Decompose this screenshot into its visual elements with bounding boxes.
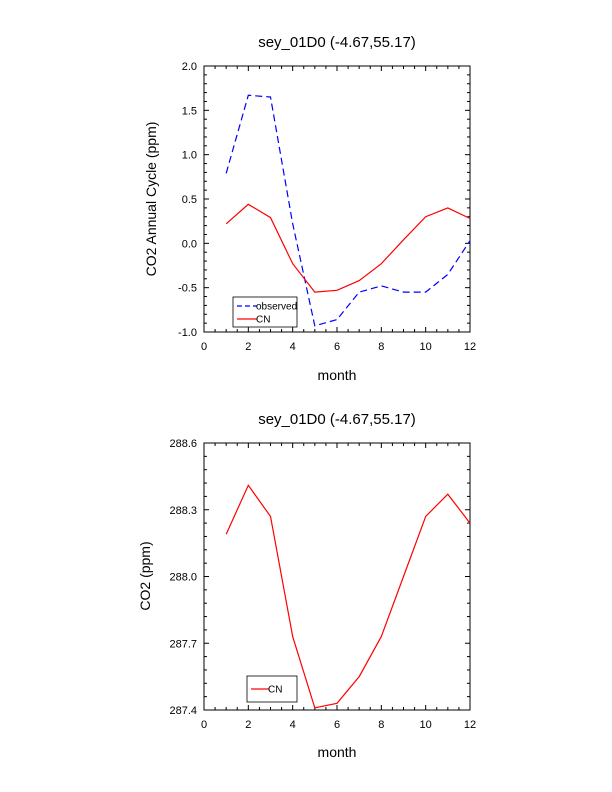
x-axis-label: month [318, 367, 357, 383]
y-tick-label: 2.0 [182, 61, 197, 73]
y-axis-label: CO2 (ppm) [137, 541, 153, 610]
y-tick-label: 0.5 [182, 194, 197, 206]
series-line-observed [225, 94, 471, 327]
data-lines [225, 484, 471, 709]
legend: observed CN [232, 296, 298, 328]
chart-panel-annual-cycle: sey_01D0 (-4.67,55.17) month CO2 Annual … [143, 34, 476, 383]
y-tick-label: 287.4 [169, 705, 197, 717]
x-tick-label: 4 [290, 341, 296, 353]
x-tick-label: 12 [464, 341, 476, 353]
y-tick-label: 1.5 [182, 105, 197, 117]
x-tick-label: 12 [464, 719, 476, 731]
y-tick-label: 288.3 [169, 505, 197, 517]
x-tick-label: 4 [290, 719, 296, 731]
chart-title: sey_01D0 (-4.67,55.17) [258, 34, 416, 51]
x-tick-label: 10 [420, 341, 432, 353]
chart-title: sey_01D0 (-4.67,55.17) [258, 411, 416, 428]
y-tick-label: 287.7 [169, 638, 197, 650]
axis-ticks: 0 2 4 6 8 10 12 -1.0 -0.5 0.0 0.5 1.0 1.5 2.0 [178, 61, 476, 353]
y-tick-label: 288.0 [169, 572, 197, 584]
plot-frame [203, 442, 471, 711]
x-tick-label: 6 [334, 719, 340, 731]
x-axis-label: month [318, 744, 357, 760]
x-tick-label: 0 [201, 719, 207, 731]
chart-panel-co2: sey_01D0 (-4.67,55.17) month CO2 (ppm) 0… [137, 411, 476, 760]
x-tick-label: 2 [245, 341, 251, 353]
data-lines [225, 94, 471, 327]
plot-frame [203, 65, 471, 333]
legend-box [232, 296, 298, 328]
legend-label-cn: CN [268, 685, 282, 696]
y-tick-label: -0.5 [178, 283, 197, 295]
legend: CN [246, 675, 298, 703]
x-tick-label: 10 [420, 719, 432, 731]
x-tick-label: 2 [245, 719, 251, 731]
x-tick-label: 0 [201, 341, 207, 353]
x-tick-label: 8 [378, 341, 384, 353]
y-axis-label: CO2 Annual Cycle (ppm) [143, 122, 159, 277]
series-line-cn [225, 484, 471, 709]
axis-ticks: 0 2 4 6 8 10 12 287.4 287.7 288.0 288.3 288.6 [169, 438, 476, 731]
series-line-cn [225, 203, 471, 293]
legend-label-observed: observed [256, 302, 297, 313]
y-tick-label: 1.0 [182, 150, 197, 162]
x-tick-label: 6 [334, 341, 340, 353]
y-tick-label: 0.0 [182, 238, 197, 250]
legend-label-cn: CN [256, 315, 270, 326]
y-tick-label: -1.0 [178, 327, 197, 339]
x-tick-label: 8 [378, 719, 384, 731]
y-tick-label: 288.6 [169, 438, 197, 450]
